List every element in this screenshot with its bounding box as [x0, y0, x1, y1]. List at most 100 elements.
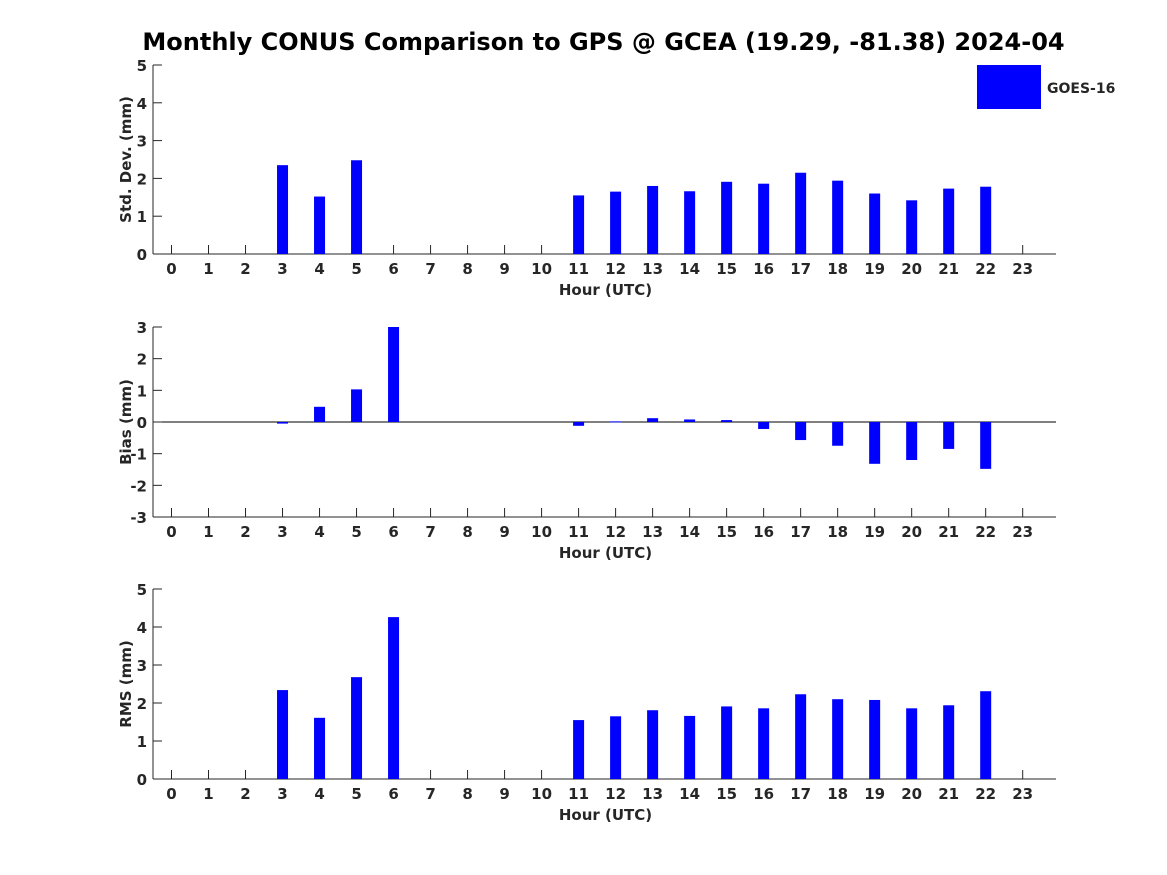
x-tick-label: 16: [753, 260, 774, 278]
x-tick-label: 6: [388, 523, 398, 541]
x-tick-label: 22: [975, 785, 996, 803]
x-tick-label: 9: [499, 260, 509, 278]
x-tick-label: 17: [790, 523, 811, 541]
x-tick-label: 11: [568, 260, 589, 278]
bar-hour-22: [980, 691, 992, 779]
bar-hour-5: [351, 677, 363, 779]
y-tick-label: 3: [137, 133, 147, 151]
x-tick-label: 5: [351, 785, 361, 803]
x-tick-label: 2: [240, 523, 250, 541]
x-tick-label: 1: [203, 260, 213, 278]
bar-hour-5: [351, 389, 363, 422]
legend-swatch: [977, 65, 1041, 109]
x-axis-label: Hour (UTC): [559, 281, 652, 299]
x-tick-label: 12: [605, 260, 626, 278]
bar-hour-3: [277, 690, 289, 779]
x-tick-label: 5: [351, 260, 361, 278]
bar-hour-20: [906, 708, 918, 779]
x-tick-label: 18: [827, 523, 848, 541]
x-tick-label: 11: [568, 523, 589, 541]
x-tick-label: 18: [827, 260, 848, 278]
bar-hour-21: [943, 188, 955, 254]
bar-hour-12: [610, 716, 622, 779]
y-tick-label: 0: [137, 414, 147, 432]
y-tick-label: 2: [137, 170, 147, 188]
bar-hour-19: [869, 699, 881, 779]
x-tick-label: 5: [351, 523, 361, 541]
y-tick-label: 5: [137, 581, 147, 599]
bar-hour-19: [869, 193, 881, 254]
x-tick-label: 23: [1012, 523, 1033, 541]
bar-hour-18: [832, 422, 844, 446]
y-tick-label: -2: [130, 477, 147, 495]
x-tick-label: 15: [716, 523, 737, 541]
x-tick-label: 13: [642, 785, 663, 803]
x-tick-label: 21: [938, 785, 959, 803]
x-tick-label: 6: [388, 260, 398, 278]
x-tick-label: 18: [827, 785, 848, 803]
x-tick-label: 12: [605, 785, 626, 803]
x-tick-label: 7: [425, 523, 435, 541]
y-tick-label: -3: [130, 509, 147, 527]
y-tick-label: 2: [137, 351, 147, 369]
bar-hour-6: [388, 327, 400, 422]
bar-hour-6: [388, 617, 400, 779]
y-axis-label: Std. Dev. (mm): [117, 96, 135, 223]
y-axis-label: Bias (mm): [117, 379, 135, 465]
bar-hour-15: [721, 181, 733, 254]
bar-hour-16: [758, 183, 770, 254]
x-axis-label: Hour (UTC): [559, 806, 652, 824]
bar-hour-13: [647, 185, 659, 254]
bar-hour-22: [980, 186, 992, 254]
y-tick-label: 1: [137, 733, 147, 751]
x-tick-label: 13: [642, 523, 663, 541]
x-tick-label: 21: [938, 260, 959, 278]
bar-hour-15: [721, 706, 733, 779]
bar-hour-5: [351, 160, 363, 254]
x-tick-label: 16: [753, 785, 774, 803]
bar-hour-21: [943, 422, 955, 449]
x-tick-label: 15: [716, 785, 737, 803]
bar-hour-17: [795, 694, 807, 779]
x-tick-label: 0: [166, 523, 176, 541]
bar-hour-13: [647, 418, 659, 422]
x-tick-label: 3: [277, 523, 287, 541]
y-tick-label: 5: [137, 57, 147, 75]
x-tick-label: 13: [642, 260, 663, 278]
bar-hour-11: [573, 195, 585, 254]
x-tick-label: 12: [605, 523, 626, 541]
x-tick-label: 20: [901, 260, 922, 278]
bar-hour-3: [277, 422, 289, 424]
bar-hour-11: [573, 720, 585, 779]
x-tick-label: 10: [531, 260, 552, 278]
x-tick-label: 0: [166, 785, 176, 803]
legend: GOES-16: [977, 65, 1115, 109]
y-tick-label: 4: [137, 619, 147, 637]
bar-hour-15: [721, 420, 733, 422]
bar-hour-4: [314, 717, 326, 779]
x-tick-label: 8: [462, 785, 472, 803]
x-tick-label: 1: [203, 785, 213, 803]
x-tick-label: 4: [314, 523, 324, 541]
x-tick-label: 0: [166, 260, 176, 278]
bar-hour-18: [832, 180, 844, 254]
x-tick-label: 10: [531, 523, 552, 541]
bar-hour-12: [610, 191, 622, 254]
bar-hour-17: [795, 172, 807, 254]
bar-hour-14: [684, 715, 696, 779]
x-tick-label: 1: [203, 523, 213, 541]
bar-hour-16: [758, 422, 770, 429]
bar-hour-20: [906, 200, 918, 254]
x-tick-label: 19: [864, 260, 885, 278]
x-tick-label: 14: [679, 785, 700, 803]
bar-hour-14: [684, 191, 696, 254]
x-tick-label: 7: [425, 260, 435, 278]
y-tick-label: 0: [137, 246, 147, 264]
bar-hour-12: [610, 421, 622, 423]
figure-title: Monthly CONUS Comparison to GPS @ GCEA (…: [142, 28, 1065, 56]
y-tick-label: 2: [137, 695, 147, 713]
x-tick-label: 19: [864, 785, 885, 803]
